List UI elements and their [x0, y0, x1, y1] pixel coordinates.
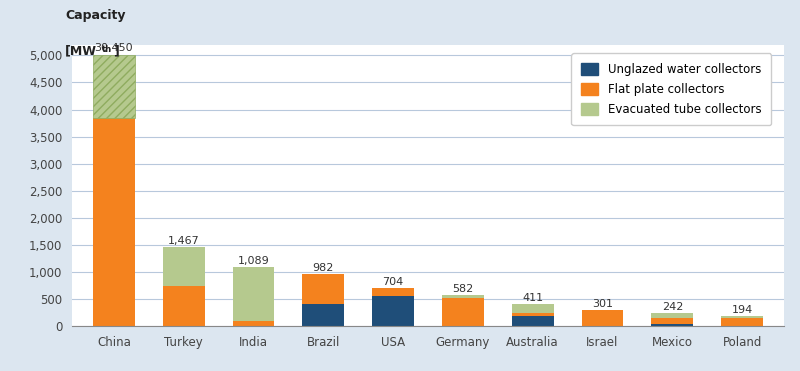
Bar	[233, 321, 274, 326]
Bar	[302, 304, 344, 326]
Text: 1,089: 1,089	[238, 256, 270, 266]
Bar	[721, 318, 763, 326]
Text: [MW: [MW	[65, 45, 97, 58]
Text: 242: 242	[662, 302, 683, 312]
Bar	[162, 247, 205, 286]
Text: Capacity: Capacity	[65, 9, 126, 22]
Bar	[372, 288, 414, 296]
Bar	[651, 324, 694, 326]
Bar	[93, 55, 135, 118]
Bar	[442, 298, 484, 326]
Text: 301: 301	[592, 299, 613, 309]
Text: 194: 194	[731, 305, 753, 315]
Bar	[512, 313, 554, 316]
Bar	[372, 296, 414, 326]
Text: 704: 704	[382, 278, 404, 287]
Bar	[302, 275, 344, 304]
Text: 1,467: 1,467	[168, 236, 199, 246]
Text: 30,450: 30,450	[94, 43, 133, 53]
Bar	[233, 267, 274, 321]
Bar	[442, 295, 484, 298]
Bar	[721, 316, 763, 318]
Legend: Unglazed water collectors, Flat plate collectors, Evacuated tube collectors: Unglazed water collectors, Flat plate co…	[571, 53, 771, 125]
Bar	[651, 318, 694, 324]
Bar	[512, 304, 554, 313]
Bar	[162, 286, 205, 326]
Bar	[93, 118, 135, 326]
Text: ]: ]	[114, 45, 119, 58]
Text: 582: 582	[452, 284, 474, 294]
Bar	[582, 310, 623, 326]
Text: th: th	[102, 45, 112, 53]
Text: 411: 411	[522, 293, 543, 303]
Bar	[512, 316, 554, 326]
Text: 982: 982	[313, 263, 334, 273]
Bar	[651, 313, 694, 318]
